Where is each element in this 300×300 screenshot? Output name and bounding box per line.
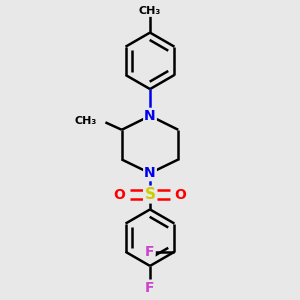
Text: F: F xyxy=(145,245,154,259)
Text: CH₃: CH₃ xyxy=(75,116,97,126)
Text: N: N xyxy=(144,166,156,180)
Text: S: S xyxy=(145,187,155,202)
Text: F: F xyxy=(145,280,155,295)
Text: O: O xyxy=(113,188,125,202)
Text: O: O xyxy=(175,188,187,202)
Text: N: N xyxy=(144,109,156,123)
Text: CH₃: CH₃ xyxy=(139,6,161,16)
